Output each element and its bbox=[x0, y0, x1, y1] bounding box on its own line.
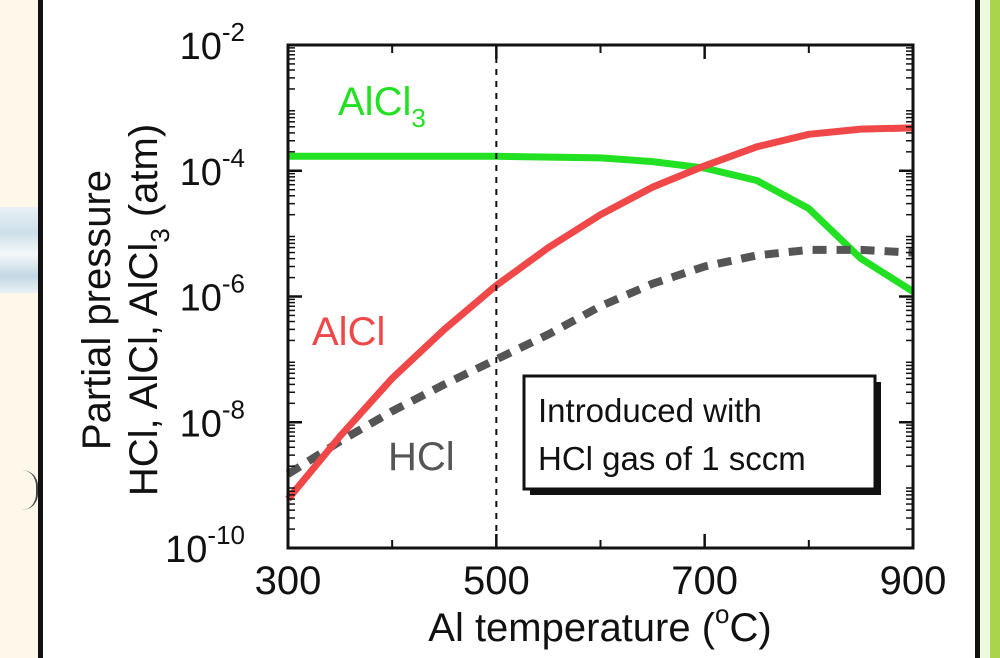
annotation-line1: Introduced with bbox=[538, 392, 762, 429]
series-label-alcl3: AlCl3 bbox=[338, 80, 426, 133]
annotation-box: Introduced with HCl gas of 1 sccm bbox=[522, 374, 881, 495]
y-axis-title-line1: Partial pressure bbox=[75, 170, 119, 450]
annotation-line2: HCl gas of 1 sccm bbox=[538, 440, 806, 477]
x-tick-label: 500 bbox=[463, 559, 530, 603]
x-tick-label: 900 bbox=[880, 559, 947, 603]
left-background-panel bbox=[0, 0, 43, 658]
y-axis-title-line2: HCl, AlCl, AlCl3 (atm) bbox=[122, 124, 175, 496]
left-curve-graphic bbox=[22, 470, 38, 510]
series-alcl3-line bbox=[288, 152, 915, 295]
x-tick-label: 700 bbox=[671, 559, 738, 603]
series-hcl-line bbox=[285, 245, 914, 478]
series-alcl-line bbox=[285, 124, 914, 502]
y-axis-title: Partial pressure HCl, AlCl, AlCl3 (atm) bbox=[75, 124, 175, 496]
ticks-layer: 300 500 700 900 10-10 10-8 10-6 10-4 10-2 bbox=[165, 17, 946, 603]
y-tick-label: 10-2 bbox=[180, 17, 245, 68]
series-label-alcl: AlCl bbox=[312, 310, 385, 354]
annotation-frame bbox=[522, 374, 877, 491]
x-tick-label: 300 bbox=[255, 559, 322, 603]
y-tick-label: 10-4 bbox=[180, 143, 245, 194]
y-tick-label: 10-6 bbox=[180, 269, 245, 320]
y-tick-label: 10-10 bbox=[165, 520, 245, 571]
series-layer bbox=[285, 124, 915, 502]
right-accent-stripe bbox=[990, 0, 1000, 658]
y-tick-label: 10-8 bbox=[180, 394, 245, 445]
x-axis-title: Al temperature (oC) bbox=[428, 599, 771, 650]
series-labels-layer: AlCl3 AlCl HCl bbox=[312, 80, 455, 479]
series-label-hcl: HCl bbox=[388, 435, 455, 479]
left-tube-graphic bbox=[0, 207, 38, 293]
